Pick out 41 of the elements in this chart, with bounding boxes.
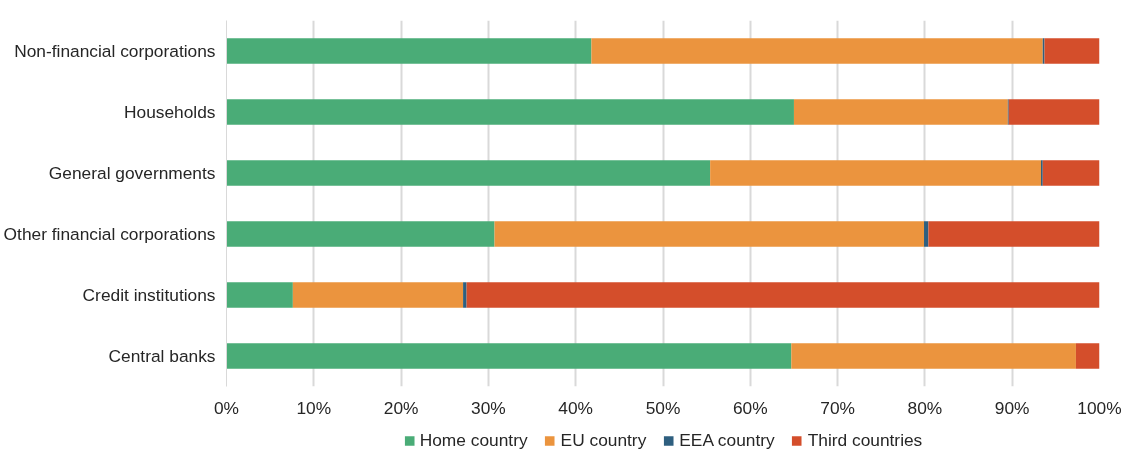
bar bbox=[226, 99, 794, 125]
bar bbox=[292, 282, 464, 308]
x-tick-label: 70% bbox=[820, 397, 855, 418]
x-tick-label: 40% bbox=[558, 397, 594, 418]
x-tick-label: 50% bbox=[645, 397, 681, 418]
bar bbox=[226, 221, 495, 247]
bar bbox=[710, 160, 1042, 186]
bar bbox=[1044, 38, 1100, 64]
bar bbox=[226, 38, 592, 64]
bar bbox=[226, 160, 711, 186]
bar bbox=[791, 343, 1076, 369]
bar bbox=[463, 282, 467, 308]
bar bbox=[226, 343, 792, 369]
legend-label: EEA country bbox=[679, 429, 775, 451]
y-tick-label: Non-financial corporations bbox=[14, 41, 216, 61]
legend-label: Home country bbox=[419, 429, 528, 451]
y-tick-label: Households bbox=[123, 102, 216, 122]
x-tick-label: 10% bbox=[296, 397, 332, 418]
y-tick-label: Central banks bbox=[108, 346, 216, 366]
y-tick-label: General governments bbox=[48, 163, 216, 183]
x-tick-label: 0% bbox=[213, 397, 240, 418]
bar bbox=[1008, 99, 1100, 125]
bar bbox=[928, 221, 1100, 247]
legend-label: EU country bbox=[560, 429, 647, 451]
bar bbox=[494, 221, 925, 247]
bar bbox=[226, 282, 293, 308]
x-tick-label: 80% bbox=[907, 397, 943, 418]
y-tick-label: Credit institutions bbox=[82, 285, 216, 305]
bar bbox=[793, 99, 1008, 125]
x-tick-label: 90% bbox=[994, 397, 1030, 418]
bar bbox=[1075, 343, 1100, 369]
y-tick-label: Other financial corporations bbox=[3, 224, 216, 244]
x-tick-label: 100% bbox=[1077, 397, 1122, 418]
legend-label: Third countries bbox=[807, 429, 923, 451]
x-tick-label: 30% bbox=[471, 397, 506, 418]
bar bbox=[466, 282, 1100, 308]
bar bbox=[591, 38, 1043, 64]
bar bbox=[1042, 160, 1100, 186]
bar bbox=[924, 221, 929, 247]
x-tick-label: 20% bbox=[383, 397, 419, 418]
x-tick-label: 60% bbox=[732, 397, 768, 418]
